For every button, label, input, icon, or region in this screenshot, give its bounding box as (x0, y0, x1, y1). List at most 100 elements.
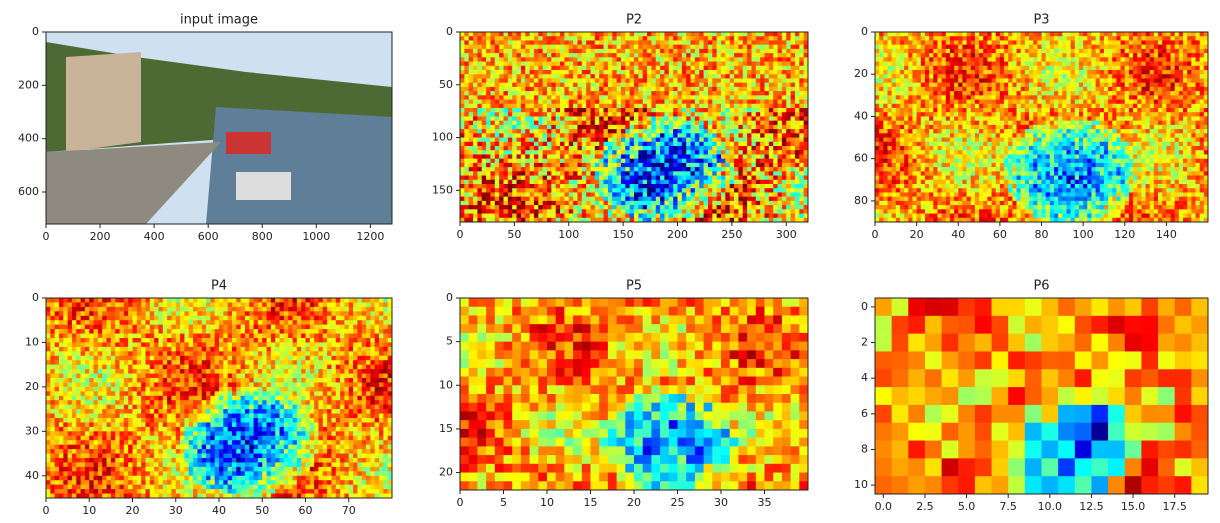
heatmap-cell (634, 129, 639, 134)
heatmap-cell (717, 83, 722, 88)
heatmap-cell (799, 49, 804, 54)
heatmap-cell (875, 100, 880, 105)
heatmap-cell (686, 192, 691, 197)
heatmap-cell (734, 197, 739, 202)
heatmap-cell (464, 188, 469, 193)
heatmap-cell (892, 32, 897, 37)
heatmap-cell (1112, 91, 1117, 96)
heatmap-cell (738, 154, 743, 159)
heatmap-cell (747, 209, 752, 214)
heatmap-cell (1062, 100, 1067, 105)
heatmap-cell (499, 163, 504, 168)
heatmap-cell (769, 142, 774, 147)
heatmap-cell (734, 104, 739, 109)
heatmap-cell (464, 154, 469, 159)
heatmap-cell (717, 184, 722, 189)
heatmap-cell (699, 146, 704, 151)
heatmap-cell (551, 45, 556, 50)
heatmap-cell (643, 154, 648, 159)
heatmap-cell (795, 45, 800, 50)
heatmap-cell (621, 74, 626, 79)
heatmap-cell (473, 138, 478, 143)
heatmap-cell (1046, 74, 1051, 79)
heatmap-cell (782, 142, 787, 147)
heatmap-cell (1021, 78, 1026, 83)
heatmap-cell (795, 49, 800, 54)
heatmap-cell (638, 192, 643, 197)
heatmap-cell (1150, 66, 1155, 71)
heatmap-cell (595, 171, 600, 176)
heatmap-cell (508, 40, 513, 45)
heatmap-cell (1158, 62, 1163, 67)
heatmap-cell (643, 116, 648, 121)
heatmap-cell (486, 57, 491, 62)
heatmap-cell (971, 49, 976, 54)
heatmap-cell (791, 142, 796, 147)
heatmap-cell (586, 192, 591, 197)
heatmap-cell (747, 87, 752, 92)
heatmap-cell (604, 125, 609, 130)
heatmap-cell (786, 40, 791, 45)
heatmap-cell (712, 205, 717, 210)
heatmap-cell (678, 66, 683, 71)
heatmap-cell (473, 70, 478, 75)
heatmap-cell (530, 45, 535, 50)
heatmap-cell (673, 192, 678, 197)
heatmap-cell (477, 91, 482, 96)
heatmap-cell (987, 45, 992, 50)
heatmap-cell (630, 66, 635, 71)
heatmap-cell (647, 167, 652, 172)
heatmap-cell (495, 36, 500, 41)
heatmap-cell (591, 49, 596, 54)
heatmap-cell (1162, 53, 1167, 58)
heatmap-cell (725, 121, 730, 126)
heatmap-cell (1066, 36, 1071, 41)
heatmap-cell (573, 66, 578, 71)
heatmap-cell (971, 91, 976, 96)
heatmap-cell (621, 159, 626, 164)
heatmap-cell (630, 112, 635, 117)
heatmap-cell (660, 112, 665, 117)
heatmap-cell (573, 57, 578, 62)
heatmap-cell (1154, 62, 1159, 67)
heatmap-cell (992, 70, 997, 75)
heatmap-cell (958, 95, 963, 100)
heatmap-cell (538, 142, 543, 147)
heatmap-cell (625, 116, 630, 121)
heatmap-cell (547, 192, 552, 197)
heatmap-cell (686, 205, 691, 210)
heatmap-cell (482, 32, 487, 37)
heatmap-cell (756, 78, 761, 83)
heatmap-cell (747, 70, 752, 75)
heatmap-cell (1191, 53, 1196, 58)
heatmap-cell (992, 100, 997, 105)
heatmap-cell (586, 104, 591, 109)
heatmap-cell (577, 192, 582, 197)
heatmap-cell (734, 125, 739, 130)
heatmap-cell (1137, 53, 1142, 58)
heatmap-cell (499, 100, 504, 105)
heatmap-cell (1171, 74, 1176, 79)
heatmap-cell (477, 167, 482, 172)
heatmap-cell (975, 57, 980, 62)
heatmap-cell (751, 53, 756, 58)
heatmap-cell (1062, 40, 1067, 45)
heatmap-cell (490, 142, 495, 147)
heatmap-cell (591, 180, 596, 185)
heatmap-cell (1087, 57, 1092, 62)
heatmap-cell (651, 205, 656, 210)
heatmap-cell (534, 214, 539, 219)
heatmap-cell (651, 146, 656, 151)
heatmap-cell (669, 53, 674, 58)
heatmap-cell (778, 209, 783, 214)
heatmap-cell (517, 146, 522, 151)
heatmap-cell (743, 133, 748, 138)
heatmap-cell (717, 87, 722, 92)
heatmap-cell (958, 32, 963, 37)
heatmap-cell (1179, 74, 1184, 79)
heatmap-cell (743, 154, 748, 159)
heatmap-cell (1012, 70, 1017, 75)
heatmap-cell (971, 32, 976, 37)
heatmap-cell (495, 32, 500, 37)
heatmap-cell (1071, 87, 1076, 92)
